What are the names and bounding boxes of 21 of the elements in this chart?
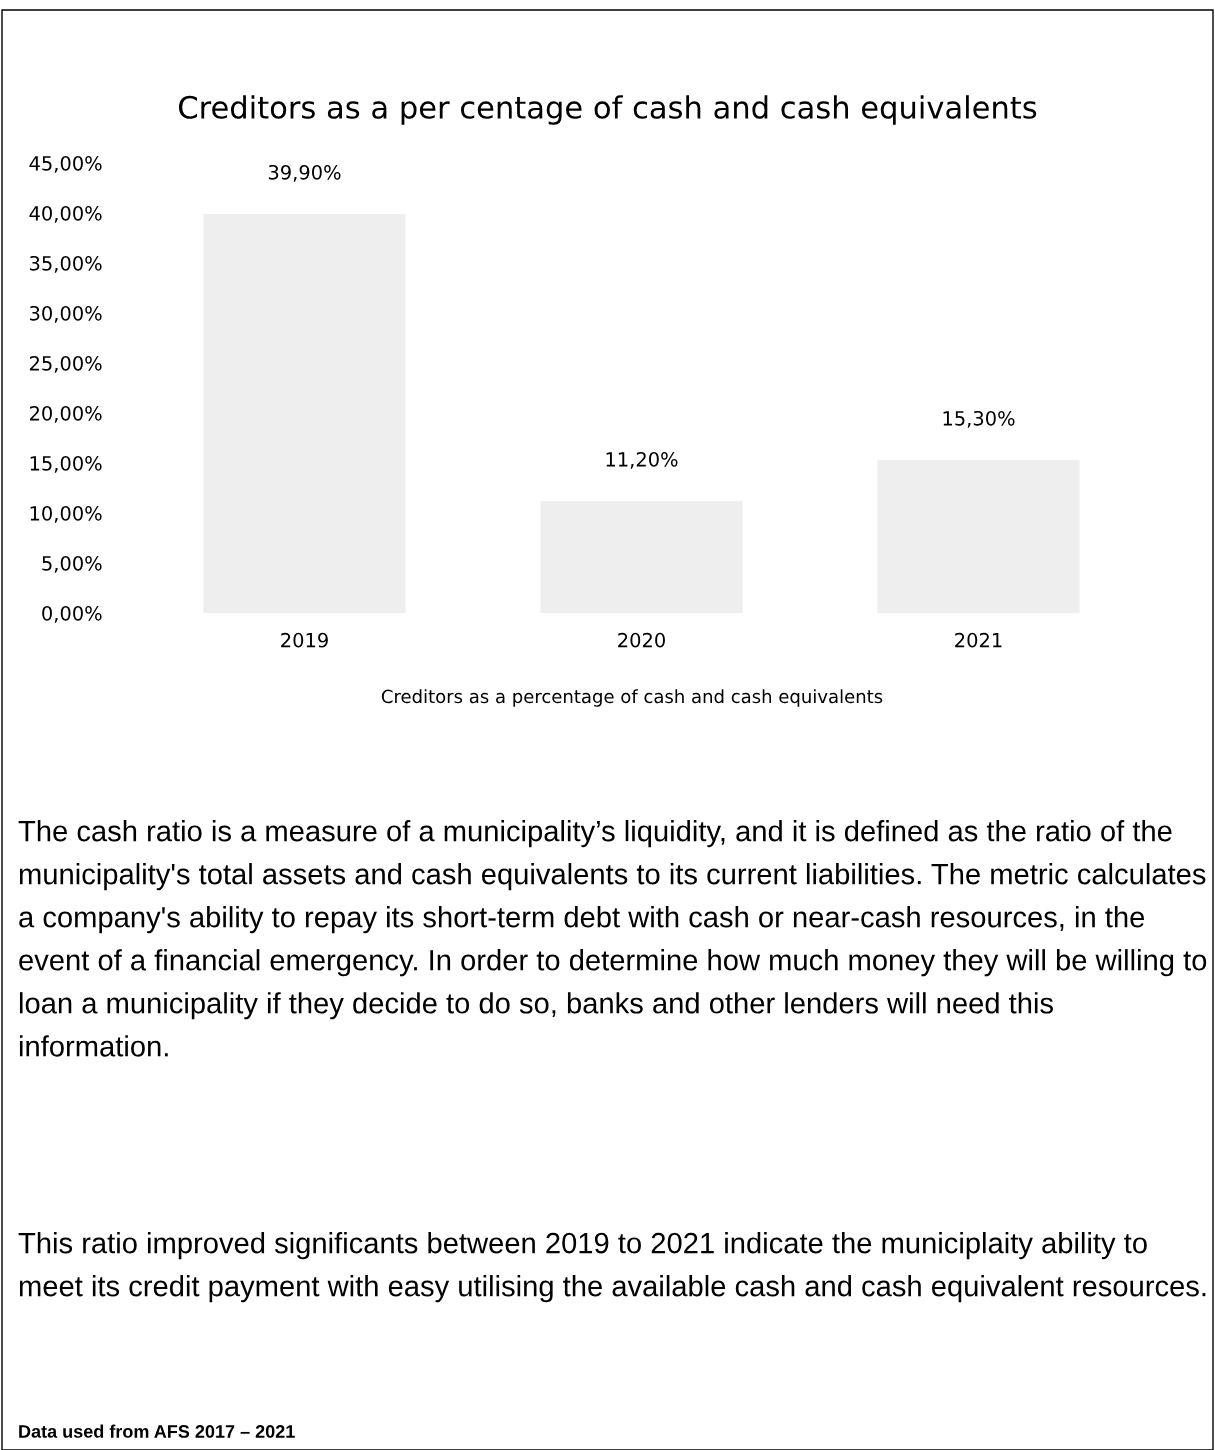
y-tick-label: 20,00%	[29, 405, 102, 423]
x-tick-label: 2021	[955, 632, 1002, 648]
y-tick-label: 0,00%	[42, 605, 102, 623]
x-tick-label: 2019	[281, 632, 328, 648]
y-tick-label: 25,00%	[29, 355, 102, 373]
chart-title: Creditors as a per centage of cash and cash equivalents	[179, 95, 1037, 125]
data-label: 39,90%	[268, 164, 341, 182]
y-tick-label: 45,00%	[29, 155, 102, 173]
y-tick-label: 30,00%	[30, 305, 102, 323]
data-label: 11,20%	[606, 451, 678, 469]
text: Data used from AFS 2017 – 2021	[19, 1424, 295, 1438]
y-tick-label: 5,00%	[42, 555, 102, 573]
y-tick-label: 35,00%	[30, 255, 102, 273]
text: This ratio improved significants between 2019 to 2021 indicate the municiplaity ability to meet its credit payment with easy utilising the available cash and cash equivalent resources.	[18, 1232, 1206, 1303]
y-tick-label: 40,00%	[29, 205, 102, 223]
y-tick-label: 10,00%	[30, 505, 102, 523]
x-axis-title: Creditors as a percentage of cash and cash equivalents	[381, 689, 883, 707]
text: The cash ratio is a measure of a municipality’s liquidity, and it is defined as the ratio of the municipality's total assets and cash equivalents to its current liabilities. The metric calculates a company's ability to repay its short-term debt with cash or near-cash resources, in the event of a financial emergency. In order to determine how much money they will be willing to loan a municipality if they decide to do so, banks and other lenders will need this information.	[18, 820, 1207, 1057]
data-label: 15,30%	[943, 410, 1015, 428]
x-tick-label: 2020	[618, 632, 665, 648]
y-tick-label: 15,00%	[30, 455, 102, 473]
